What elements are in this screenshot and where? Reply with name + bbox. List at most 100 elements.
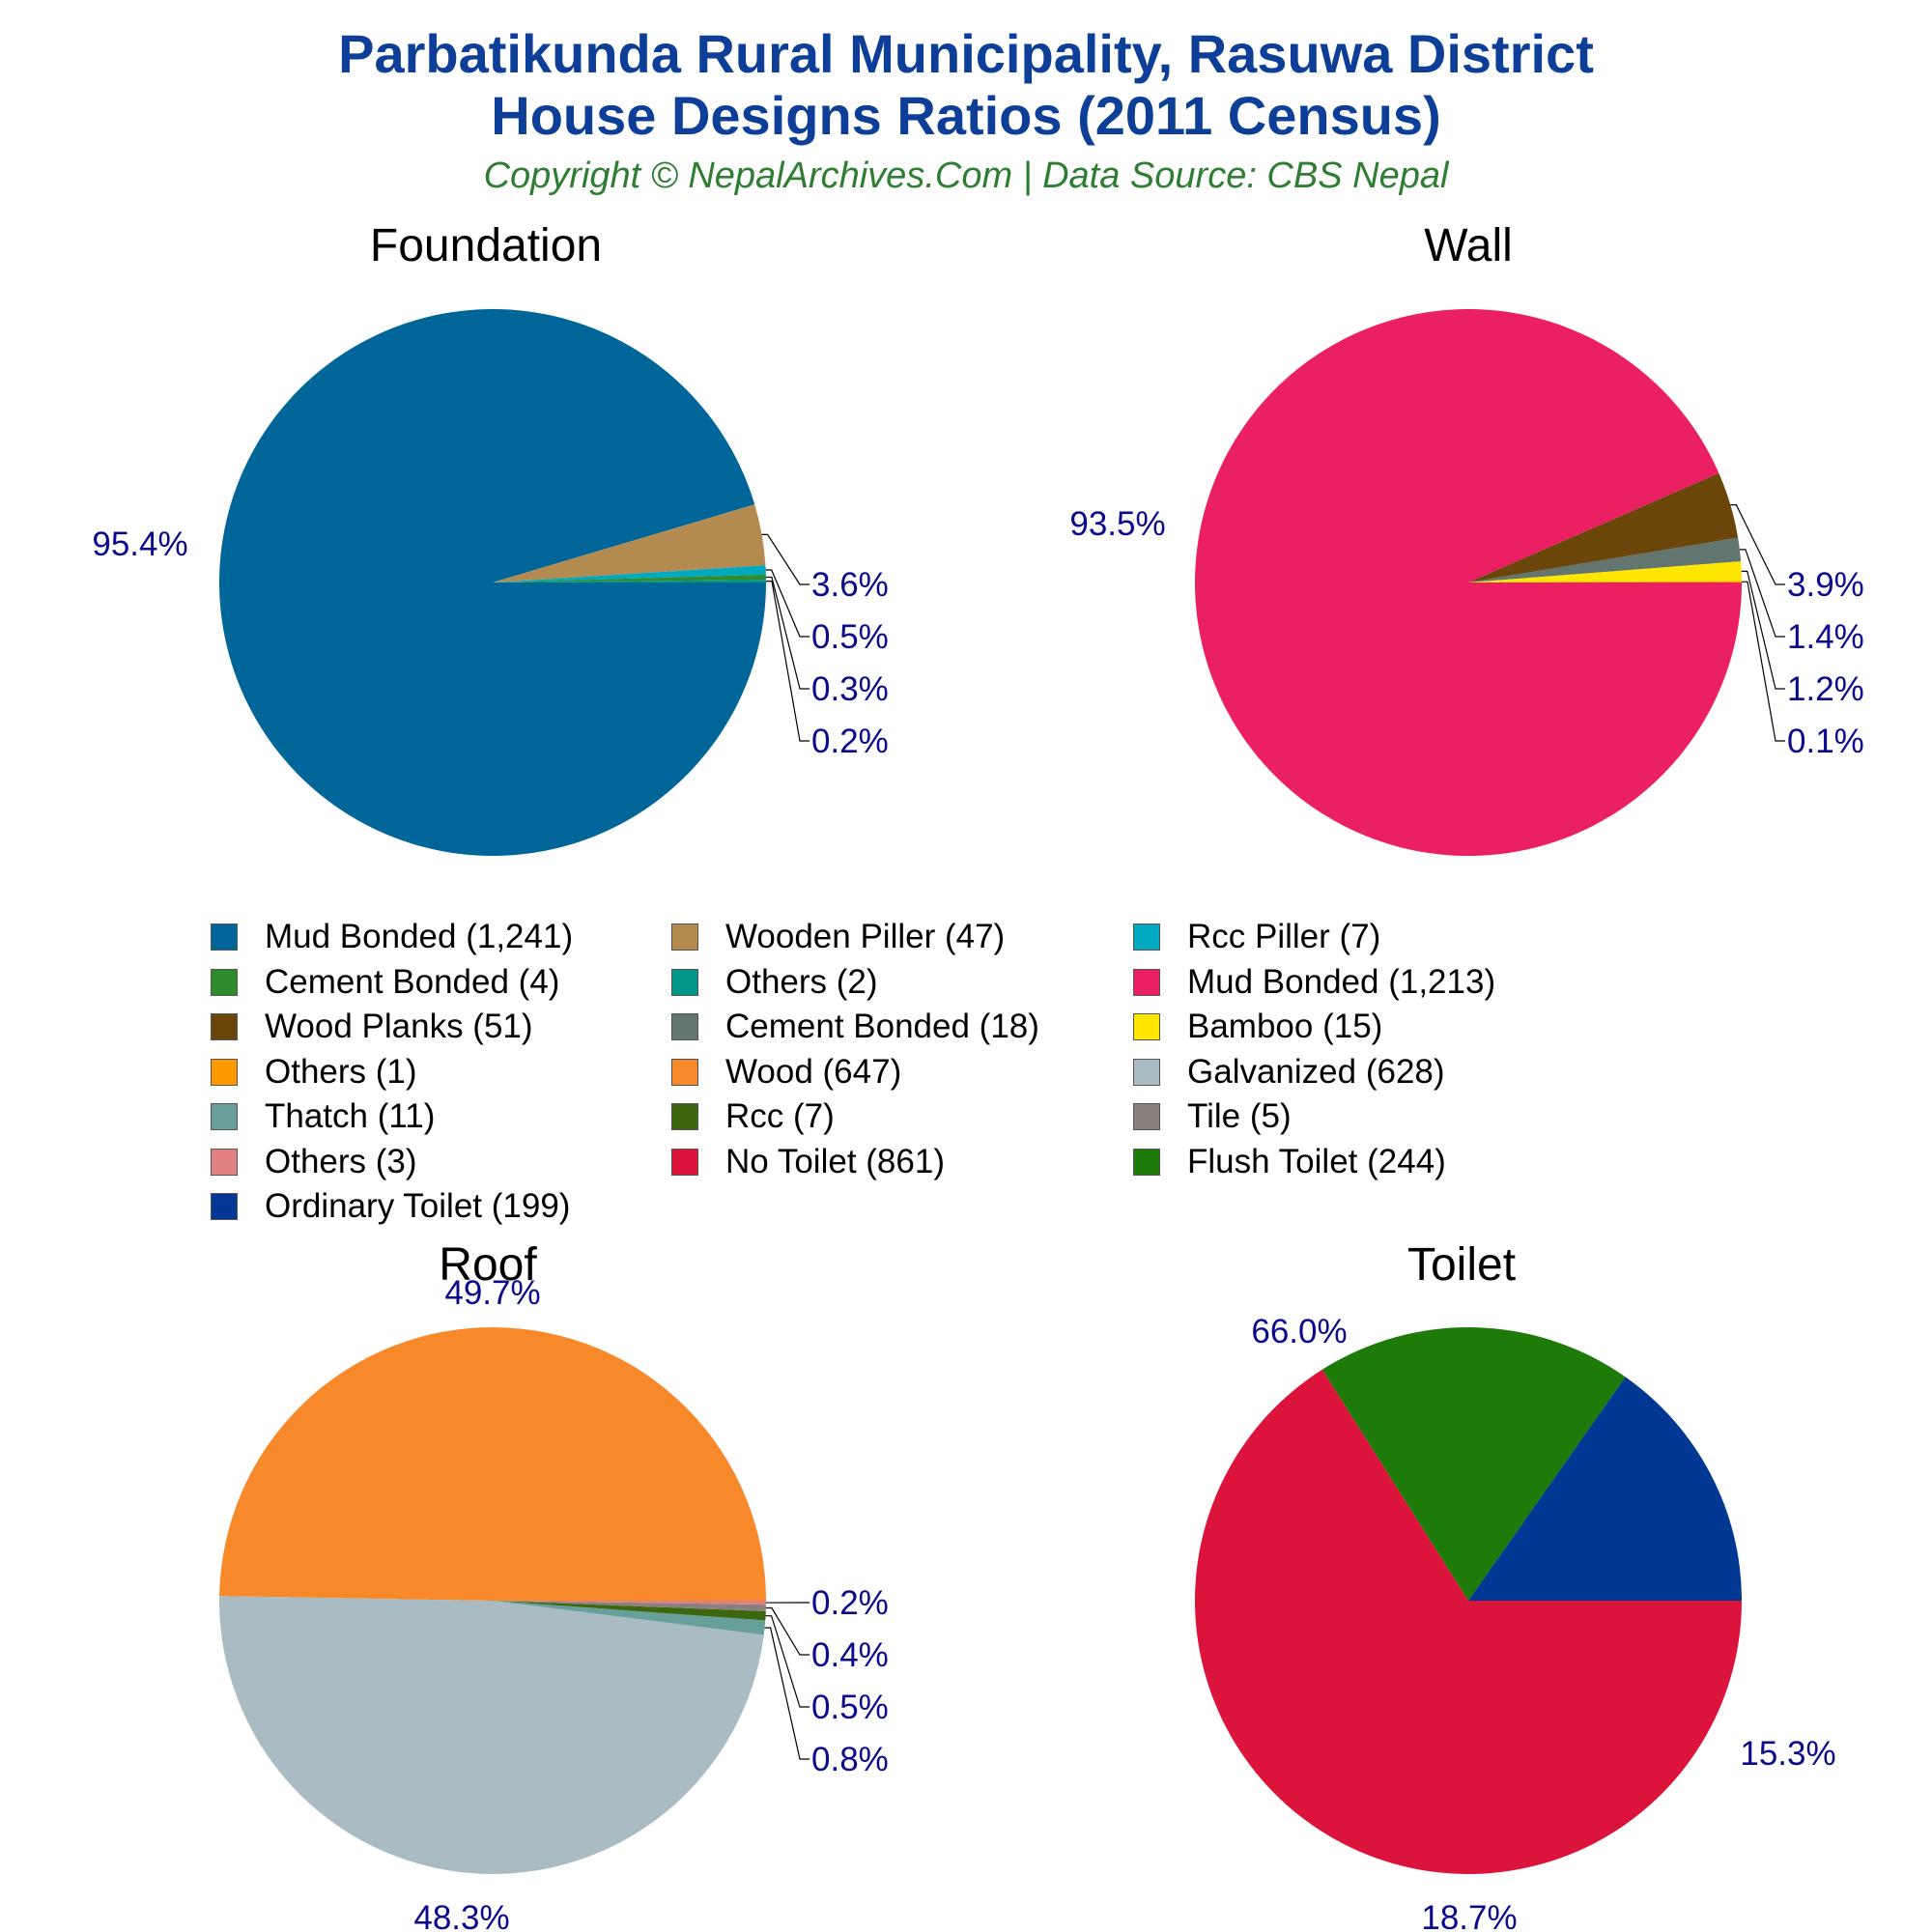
leader-line-roof-thatch <box>764 1627 810 1760</box>
legend-item-no-toilet-861: No Toilet (861) <box>671 1143 945 1181</box>
pie-slice-foundation-wooden-piller <box>493 504 766 582</box>
pct-label-roof-wood: 49.7% <box>444 1274 540 1312</box>
pct-label-wall-bamboo: 1.2% <box>1787 670 1864 708</box>
legend-swatch <box>1133 1148 1160 1176</box>
page-subtitle: Copyright © NepalArchives.Com | Data Sou… <box>483 156 1449 196</box>
pct-label-foundation-others: 0.2% <box>811 723 889 760</box>
legend-swatch <box>671 1148 698 1176</box>
page-title-line-2: House Designs Ratios (2011 Census) <box>491 85 1441 146</box>
legend-swatch <box>211 1013 238 1040</box>
legend-swatch <box>671 1013 698 1040</box>
legend-label: Cement Bonded (18) <box>725 1008 1039 1045</box>
pct-label-toilet-flush-toilet: 18.7% <box>1421 1899 1517 1932</box>
legend-label: Others (2) <box>725 962 878 1001</box>
pie-slice-roof-galvanized <box>218 1596 764 1874</box>
leader-line-wall-wood-planks <box>1730 504 1785 585</box>
legend-label: No Toilet (861) <box>725 1142 945 1180</box>
legend-swatch <box>671 1103 698 1130</box>
pie-slice-foundation-mud-bonded <box>219 309 767 857</box>
pct-label-wall-cement-bonded: 1.4% <box>1787 618 1864 656</box>
leader-line-wall-others <box>1742 581 1785 742</box>
legend-item-wood-planks-51: Wood Planks (51) <box>211 1008 533 1046</box>
legend-label: Mud Bonded (1,213) <box>1187 962 1496 1001</box>
pie-slice-roof-wood <box>219 1326 767 1601</box>
leader-line-roof-tile <box>765 1606 810 1656</box>
legend-swatch <box>211 968 238 996</box>
pie-chart-foundation: Foundation 3.6% 0.5% 0.3% 0.2% 95.4% <box>92 220 889 857</box>
legend-swatch <box>211 1193 238 1220</box>
chart-title-toilet: Toilet <box>1407 1239 1516 1291</box>
pct-label-roof-others: 0.2% <box>811 1584 889 1622</box>
pie-slice-wall-wood-planks <box>1468 472 1739 582</box>
legend-item-others-2: Others (2) <box>671 963 878 1002</box>
legend-item-cement-bonded-4: Cement Bonded (4) <box>211 963 559 1002</box>
pie-slice-roof-rcc <box>493 1601 766 1621</box>
pct-label-wall-others: 0.1% <box>1787 723 1864 760</box>
legend-item-galvanized-628: Galvanized (628) <box>1133 1053 1445 1092</box>
pct-label-foundation-cement-bonded: 0.3% <box>811 670 889 708</box>
pie-chart-toilet: Toilet 66.0% 18.7% 15.3% <box>1195 1239 1836 1932</box>
pct-label-roof-thatch: 0.8% <box>811 1741 889 1778</box>
pct-label-toilet-ordinary-toilet: 15.3% <box>1740 1735 1835 1773</box>
legend-swatch <box>211 1103 238 1130</box>
legend-label: Others (1) <box>265 1052 417 1091</box>
legend-item-flush-toilet-244: Flush Toilet (244) <box>1133 1143 1446 1181</box>
legend-label: Thatch (11) <box>265 1097 436 1135</box>
pie-slice-toilet-no-toilet <box>1195 1369 1742 1875</box>
legend-swatch <box>671 968 698 996</box>
legend-item-wooden-piller-47: Wooden Piller (47) <box>671 918 1005 956</box>
legend-item-rcc-piller-7: Rcc Piller (7) <box>1133 918 1380 956</box>
pct-label-roof-rcc: 0.5% <box>811 1689 889 1726</box>
legend-label: Bamboo (15) <box>1187 1008 1383 1045</box>
legend-item-tile-5: Tile (5) <box>1133 1097 1292 1136</box>
legend-label: Mud Bonded (1,241) <box>265 918 574 955</box>
legend-item-cement-bonded-18: Cement Bonded (18) <box>671 1008 1039 1046</box>
legend-item-rcc-7: Rcc (7) <box>671 1097 835 1136</box>
leader-line-foundation-others <box>766 581 810 742</box>
chart-title-roof: Roof <box>439 1239 537 1291</box>
legend-swatch <box>1133 968 1160 996</box>
legend-label: Wood (647) <box>725 1052 902 1091</box>
legend-label: Flush Toilet (244) <box>1187 1142 1446 1180</box>
legend-swatch <box>1133 1103 1160 1130</box>
legend-item-others-1: Others (1) <box>211 1053 417 1092</box>
pct-label-foundation-mud-bonded: 95.4% <box>92 526 187 563</box>
pie-slice-foundation-rcc-piller <box>493 565 766 582</box>
legend-label: Ordinary Toilet (199) <box>265 1187 571 1225</box>
pct-label-toilet-no-toilet: 66.0% <box>1251 1313 1347 1350</box>
legend: Mud Bonded (1,241) Wooden Piller (47) Rcc … <box>211 918 1602 1227</box>
legend-swatch <box>1133 923 1160 951</box>
leader-line-foundation-wooden-piller <box>761 533 810 585</box>
pct-label-foundation-rcc-piller: 0.5% <box>811 618 889 656</box>
chart-title-wall: Wall <box>1424 220 1513 271</box>
legend-swatch <box>1133 1058 1160 1086</box>
pie-slice-roof-thatch <box>493 1601 766 1635</box>
pie-slice-wall-cement-bonded <box>1468 537 1742 582</box>
legend-label: Tile (5) <box>1187 1097 1292 1135</box>
legend-item-mud-bonded-1-241: Mud Bonded (1,241) <box>211 918 573 956</box>
pct-label-roof-galvanized: 48.3% <box>413 1899 509 1932</box>
pie-slice-foundation-cement-bonded <box>493 574 766 582</box>
pie-slice-toilet-flush-toilet <box>1321 1326 1626 1601</box>
legend-item-wood-647: Wood (647) <box>671 1053 901 1092</box>
legend-label: Cement Bonded (4) <box>265 962 560 1001</box>
legend-item-mud-bonded-1-213: Mud Bonded (1,213) <box>1133 963 1495 1002</box>
pct-label-roof-tile: 0.4% <box>811 1636 889 1674</box>
legend-swatch <box>211 1058 238 1086</box>
pie-slice-roof-tile <box>493 1601 766 1611</box>
leader-line-foundation-cement-bonded <box>765 576 810 690</box>
leader-line-wall-bamboo <box>1741 570 1785 690</box>
pie-chart-wall: Wall 3.9% 1.4% 1.2% 0.1% 93.5% <box>1069 220 1864 857</box>
pie-slice-foundation-others <box>493 580 767 582</box>
legend-label: Galvanized (628) <box>1187 1052 1445 1091</box>
legend-item-thatch-11: Thatch (11) <box>211 1097 435 1136</box>
legend-swatch <box>671 1058 698 1086</box>
legend-swatch <box>211 923 238 951</box>
pie-slice-roof-others <box>493 1601 766 1605</box>
pct-label-wall-mud-bonded: 93.5% <box>1069 505 1165 543</box>
chart-title-foundation: Foundation <box>370 220 602 271</box>
leader-line-roof-rcc <box>765 1615 810 1708</box>
legend-swatch <box>211 1148 238 1176</box>
